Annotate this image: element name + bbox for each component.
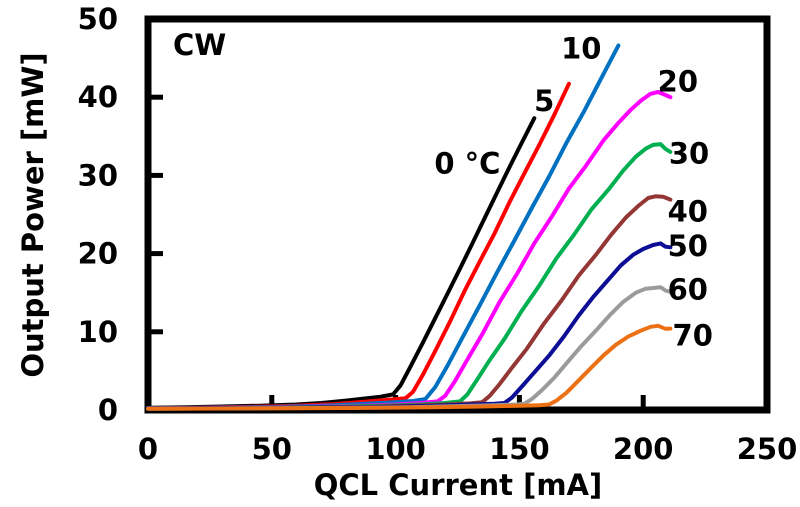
y-tick-label-0: 0 (98, 393, 118, 427)
y-tick-label-30: 30 (78, 158, 118, 192)
curve-label-40c: 40 (668, 194, 708, 228)
y-tick-label-50: 50 (78, 2, 118, 36)
y-tick-label-20: 20 (78, 237, 118, 271)
curve-50c (146, 241, 673, 411)
x-tick-label-100: 100 (365, 432, 426, 466)
curve-label-50c: 50 (668, 229, 708, 263)
curve-5c (146, 81, 571, 410)
curve-20c (146, 90, 673, 411)
curve-60c (146, 285, 673, 411)
curve-40c (146, 194, 673, 411)
x-axis-title: QCL Current [mA] (313, 468, 603, 502)
curve-label-60c: 60 (668, 273, 708, 307)
curve-70c (146, 323, 673, 411)
curve-label-0c: 0 °C (434, 147, 500, 181)
curve-label-5c: 5 (534, 84, 554, 118)
x-tick-label-250: 250 (737, 432, 798, 466)
curve-label-70c: 70 (673, 319, 713, 353)
x-tick-label-200: 200 (613, 432, 674, 466)
x-tick-label-50: 50 (252, 432, 292, 466)
x-tick-label-0: 0 (138, 432, 158, 466)
x-tick-label-150: 150 (489, 432, 550, 466)
curve-label-20c: 20 (658, 65, 698, 99)
y-tick-label-40: 40 (78, 80, 118, 114)
curve-label-30c: 30 (669, 137, 709, 171)
curve-label-10c: 10 (561, 32, 601, 66)
plot-frame (144, 15, 771, 414)
y-axis-title: Output Power [mW] (16, 52, 50, 378)
y-tick-label-10: 10 (78, 315, 118, 349)
cw-annotation: CW (173, 28, 227, 62)
